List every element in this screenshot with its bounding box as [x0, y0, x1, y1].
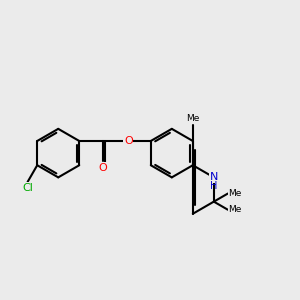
Text: Me: Me [228, 205, 242, 214]
Text: Me: Me [186, 114, 200, 123]
Text: H: H [210, 181, 218, 191]
Text: O: O [124, 136, 133, 146]
Text: N: N [210, 172, 218, 182]
Text: O: O [98, 163, 107, 173]
Text: Me: Me [228, 189, 242, 198]
Text: Cl: Cl [22, 182, 33, 193]
